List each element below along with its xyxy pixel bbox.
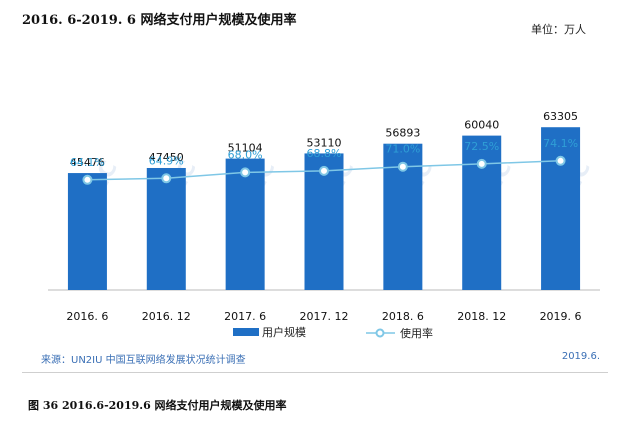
bar [462, 135, 502, 290]
legend: 用户规模 使用率 [233, 325, 433, 340]
rate-point [240, 167, 251, 178]
rate-point [161, 173, 172, 184]
rate-labels-group: 64.1% 64.9% 68.0% 68.8% 71.0% 72.5% 74.1% [70, 137, 578, 169]
rate-value-label: 68.0% [228, 148, 263, 161]
x-tick-label: 2018. 6 [382, 310, 424, 323]
rate-point [82, 174, 93, 185]
rate-value-label: 64.9% [149, 154, 184, 167]
chart-title: 2016. 6-2019. 6 网络支付用户规模及使用率 [22, 13, 297, 28]
bar-value-label: 45476 [70, 156, 105, 169]
bar [67, 173, 107, 290]
bar-labels-group: 45476 47450 51104 53110 56893 60040 63305 [70, 110, 578, 169]
source-note: 来源：UN2IU 中国互联网络发展状况统计调查 [41, 355, 246, 366]
x-tick-label: 2019. 6 [540, 310, 582, 323]
rate-point [397, 161, 408, 172]
x-tick-label: 2017. 6 [224, 310, 266, 323]
legend-bar-swatch [233, 328, 259, 336]
bar-value-label: 47450 [149, 151, 184, 164]
rate-point [476, 158, 487, 169]
unit-label: 单位：万人 [531, 23, 586, 36]
divider [22, 372, 608, 373]
bars-group [67, 127, 581, 290]
source-date: 2019.6. [561, 351, 600, 362]
bar-value-label: 51104 [228, 142, 263, 155]
rate-point [319, 165, 329, 176]
legend-line-marker [375, 328, 385, 338]
rate-value-label: 68.8% [307, 147, 342, 160]
x-tick-label: 2016. 6 [66, 310, 108, 323]
rate-value-label: 64.1% [70, 156, 105, 169]
x-tick-label: 2018. 12 [457, 310, 506, 323]
bar-value-label: 60040 [464, 119, 499, 132]
rate-value-label: 71.0% [385, 143, 420, 156]
bar-value-label: 63305 [543, 110, 578, 123]
figure-caption: 图 36 2016.6-2019.6 网络支付用户规模及使用率 [28, 399, 287, 412]
rate-value-label: 72.5% [464, 140, 499, 153]
rate-point [555, 155, 566, 166]
bar [146, 167, 186, 290]
bar-value-label: 53110 [307, 136, 342, 149]
bar-value-label: 56893 [385, 127, 420, 140]
bar [304, 153, 344, 290]
legend-line-label: 使用率 [400, 326, 433, 340]
legend-bar-label: 用户规模 [262, 325, 306, 339]
bar [541, 127, 581, 290]
rate-value-label: 74.1% [543, 137, 578, 150]
bar [225, 158, 265, 290]
x-tick-label: 2017. 12 [300, 310, 349, 323]
x-tick-labels-group: 2016. 6 2016. 12 2017. 6 2017. 12 2018. 6 201… [66, 310, 581, 323]
rate-points-group [82, 155, 566, 185]
x-tick-label: 2016. 12 [142, 310, 191, 323]
